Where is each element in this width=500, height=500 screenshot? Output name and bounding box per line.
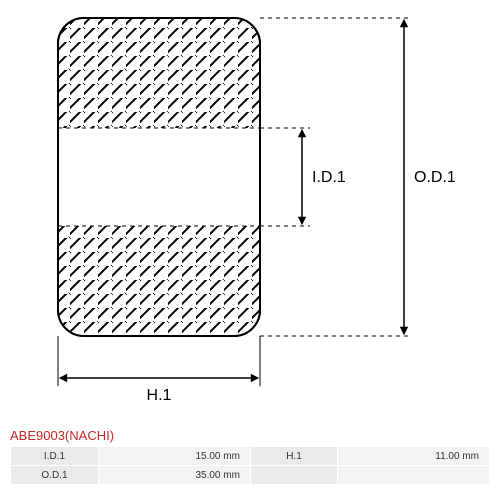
spec-table: I.D.1 15.00 mm H.1 11.00 mm O.D.1 35.00 …: [10, 446, 490, 485]
spec-value: 35.00 mm: [98, 466, 250, 485]
h-label: H.1: [147, 387, 172, 404]
od-label: O.D.1: [414, 169, 456, 186]
bearing-diagram: O.D.1 I.D.1 H.1: [0, 0, 500, 430]
id-label: I.D.1: [312, 169, 346, 186]
part-number: ABE9003(NACHI): [10, 428, 114, 443]
spec-value: 15.00 mm: [98, 447, 250, 466]
hatch-bottom: [58, 226, 260, 336]
hatch-top: [58, 18, 260, 128]
spec-value: 11.00 mm: [338, 447, 490, 466]
table-row: I.D.1 15.00 mm H.1 11.00 mm: [11, 447, 490, 466]
spec-name: O.D.1: [11, 466, 99, 485]
spec-name: H.1: [250, 447, 337, 466]
spec-name: I.D.1: [11, 447, 99, 466]
table-row: O.D.1 35.00 mm: [11, 466, 490, 485]
